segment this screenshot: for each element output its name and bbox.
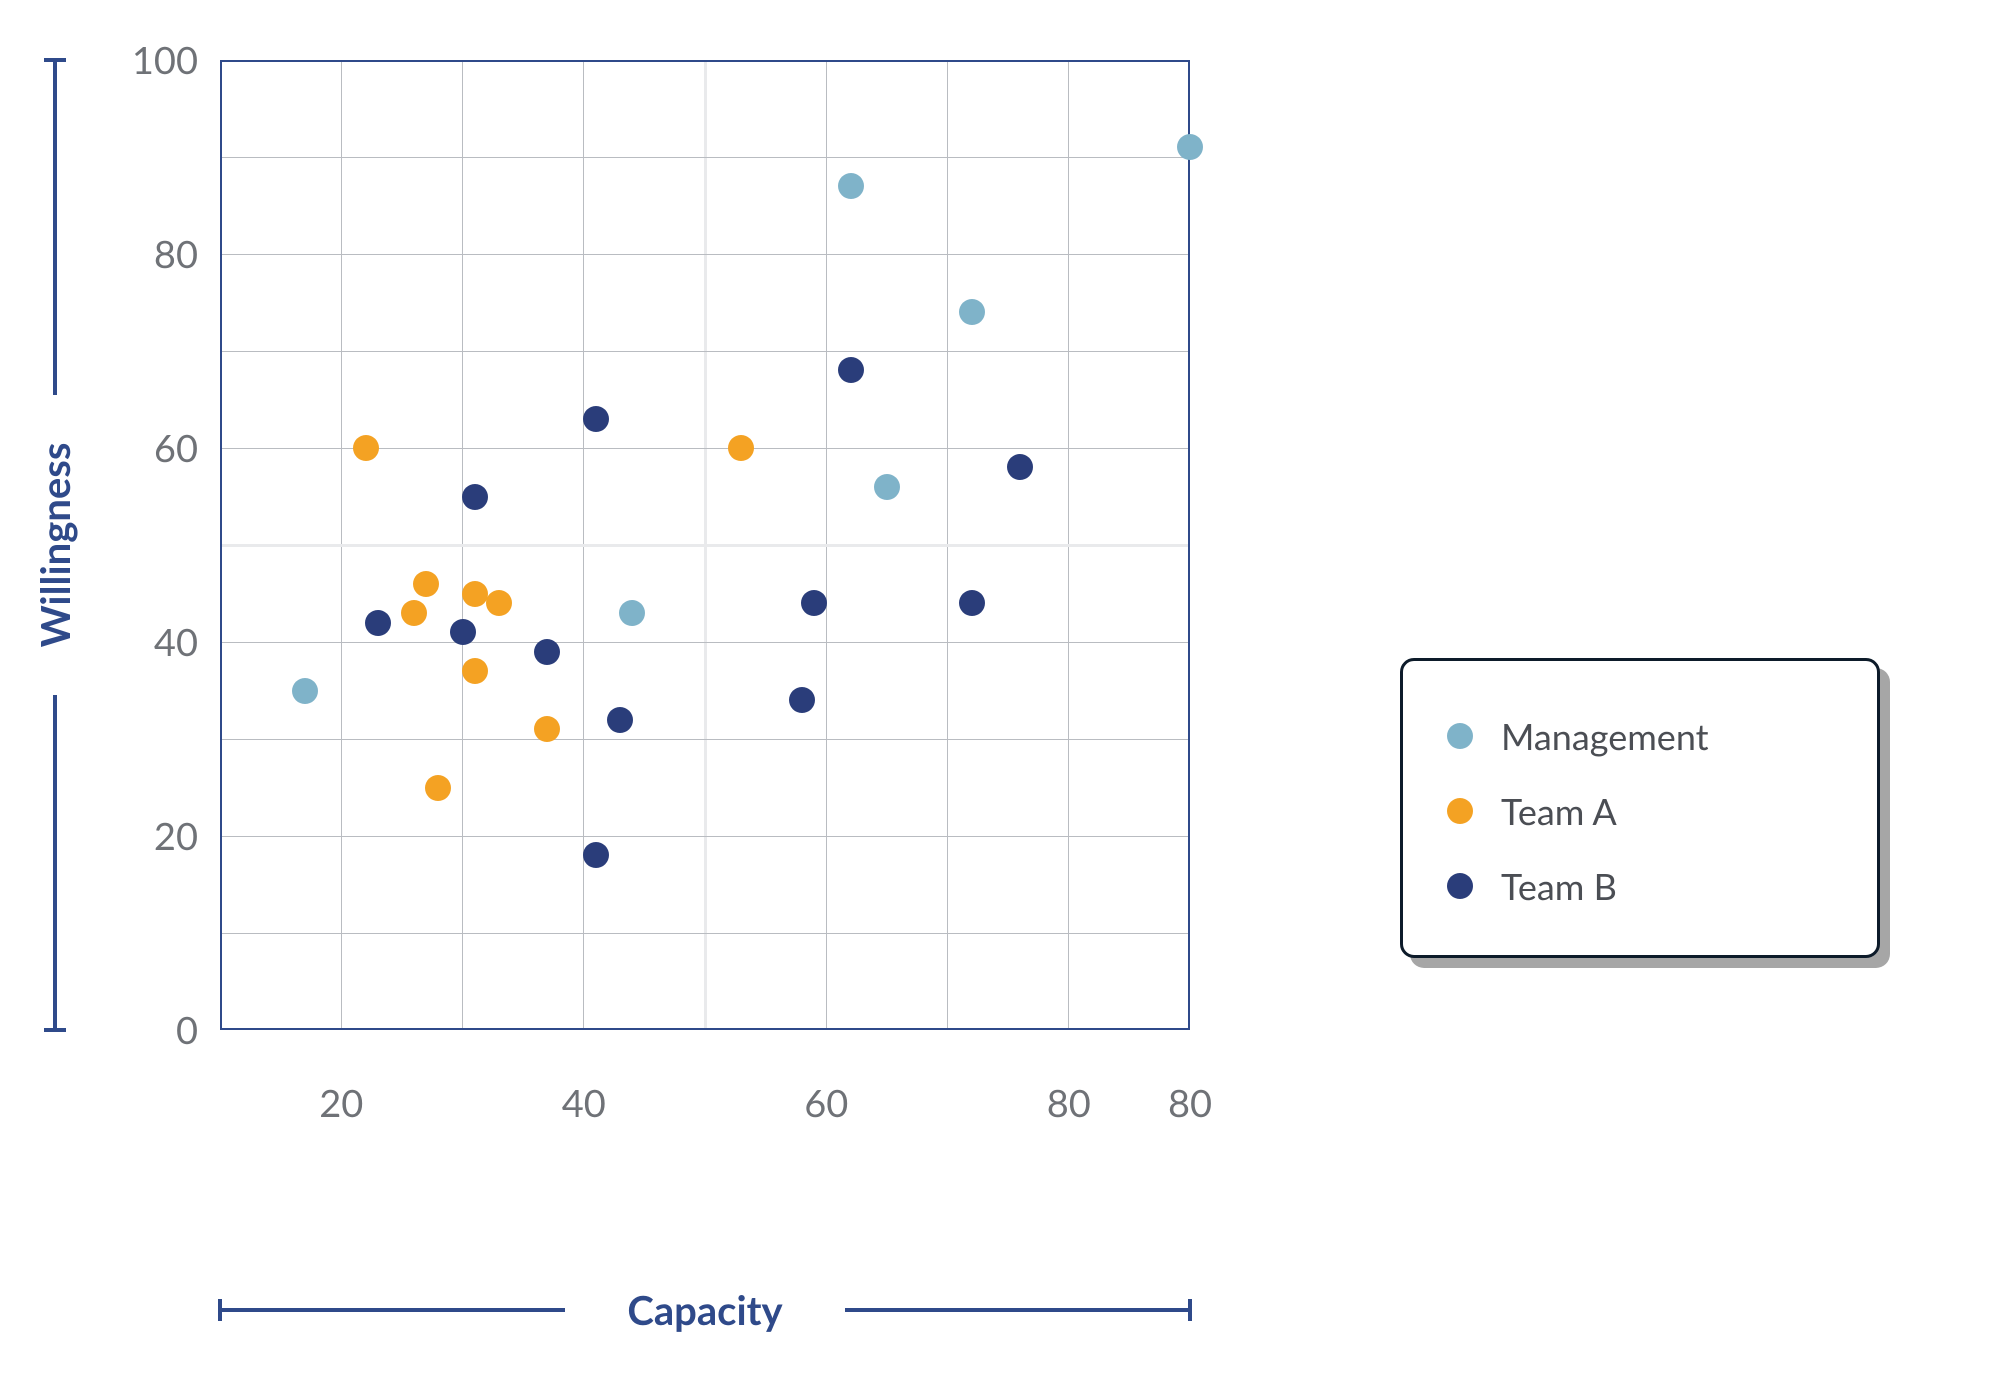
data-point — [959, 299, 985, 325]
data-point — [801, 590, 827, 616]
gridline-horizontal — [220, 157, 1190, 158]
data-point — [1007, 454, 1033, 480]
y-tick-label: 40 — [154, 619, 198, 665]
data-point — [959, 590, 985, 616]
y-axis-bar — [53, 695, 57, 1030]
data-point — [838, 173, 864, 199]
legend-swatch — [1447, 798, 1473, 824]
data-point — [607, 707, 633, 733]
legend-item: Team B — [1447, 864, 1617, 908]
data-point — [462, 581, 488, 607]
gridline-horizontal — [220, 933, 1190, 934]
data-point — [619, 600, 645, 626]
legend: Management Team A Team B — [1400, 658, 1880, 958]
data-point — [728, 435, 754, 461]
x-axis-cap — [1188, 1299, 1192, 1321]
y-axis-title: Willingness — [31, 443, 79, 648]
x-tick-label: 40 — [562, 1080, 606, 1126]
data-point — [413, 571, 439, 597]
data-point — [462, 658, 488, 684]
x-axis-bar — [845, 1308, 1190, 1312]
y-tick-label: 100 — [132, 37, 198, 83]
data-point — [534, 716, 560, 742]
x-tick-label: 80 — [1047, 1080, 1091, 1126]
data-point — [292, 678, 318, 704]
data-point — [838, 357, 864, 383]
gridline-horizontal — [220, 739, 1190, 740]
legend-swatch — [1447, 873, 1473, 899]
legend-item: Management — [1447, 714, 1709, 758]
x-axis-title: Capacity — [627, 1286, 782, 1334]
x-tick-label: 20 — [319, 1080, 363, 1126]
y-tick-label: 60 — [154, 425, 198, 471]
y-axis-bar — [53, 60, 57, 395]
legend-swatch — [1447, 723, 1473, 749]
gridline-horizontal — [220, 351, 1190, 352]
y-tick-label: 0 — [176, 1007, 198, 1053]
scatter-plot — [220, 60, 1190, 1030]
y-tick-label: 80 — [154, 231, 198, 277]
data-point — [353, 435, 379, 461]
data-point — [486, 590, 512, 616]
y-axis-cap — [44, 1028, 66, 1032]
data-point — [583, 406, 609, 432]
gridline-horizontal — [220, 254, 1190, 255]
data-point — [462, 484, 488, 510]
x-tick-label: 60 — [804, 1080, 848, 1126]
x-tick-label: 80 — [1168, 1080, 1212, 1126]
data-point — [401, 600, 427, 626]
gridline-horizontal — [220, 642, 1190, 643]
data-point — [365, 610, 391, 636]
data-point — [534, 639, 560, 665]
y-axis-cap — [44, 58, 66, 62]
y-tick-label: 20 — [154, 813, 198, 859]
legend-label: Team B — [1501, 864, 1617, 908]
legend-label: Management — [1501, 714, 1709, 758]
legend-item: Team A — [1447, 789, 1617, 833]
data-point — [789, 687, 815, 713]
data-point — [874, 474, 900, 500]
x-axis-cap — [218, 1299, 222, 1321]
gridline-horizontal — [220, 836, 1190, 837]
data-point — [450, 619, 476, 645]
gridline-horizontal — [220, 544, 1190, 547]
legend-label: Team A — [1501, 789, 1617, 833]
x-axis-bar — [220, 1308, 565, 1312]
data-point — [583, 842, 609, 868]
data-point — [425, 775, 451, 801]
chart-stage: Willingness Capacity Management Team A Tea… — [0, 0, 2000, 1395]
data-point — [1177, 134, 1203, 160]
